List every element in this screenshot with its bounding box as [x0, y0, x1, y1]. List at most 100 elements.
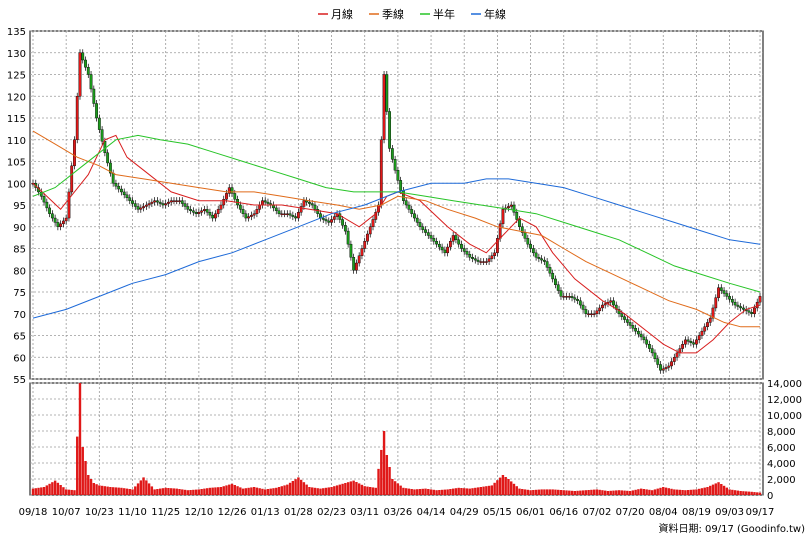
volume-bar [95, 484, 98, 495]
volume-bar [186, 490, 189, 495]
candle-body [81, 52, 85, 61]
volume-bar [131, 489, 134, 495]
price-tick-label: 85 [13, 245, 26, 256]
candle-body [313, 204, 317, 210]
candle-body [393, 159, 397, 171]
candle-body [150, 201, 154, 204]
x-tick-label: 06/01 [516, 507, 545, 518]
candle-body [758, 296, 762, 303]
volume-bar [429, 489, 433, 495]
candle-body [567, 296, 571, 298]
candle-body [634, 328, 638, 332]
volume-bar [670, 488, 673, 495]
volume-bar [346, 482, 350, 495]
x-tick-label: 11/25 [151, 507, 180, 518]
candle-body [595, 310, 599, 314]
candle-body [542, 259, 546, 262]
candle-body [706, 322, 709, 328]
volume-bar [308, 487, 311, 495]
x-tick-label: 02/23 [317, 507, 346, 518]
volume-bar [739, 491, 742, 495]
x-tick-label: 03/26 [383, 507, 412, 518]
candle-body [755, 301, 759, 309]
candle-body [53, 217, 57, 223]
candle-body [473, 258, 477, 261]
volume-bar [62, 487, 65, 495]
candle-body [531, 248, 535, 254]
candle-body [559, 290, 563, 297]
volume-bar [87, 475, 90, 495]
volume-bar [269, 488, 272, 495]
candle-body [194, 212, 198, 214]
volume-bar [728, 489, 731, 495]
volume-bar [468, 488, 471, 495]
volume-bar [40, 487, 43, 495]
candle-body [161, 203, 165, 206]
volume-bar [349, 481, 353, 495]
volume-bar [117, 487, 120, 495]
candle-body [249, 214, 253, 217]
candle-body [415, 217, 419, 223]
candle-body [366, 233, 369, 242]
candle-body [515, 212, 519, 220]
volume-tick-label: 8,000 [767, 427, 796, 438]
volume-bar [84, 461, 87, 495]
candle-body [200, 210, 204, 213]
volume-bar [236, 486, 239, 495]
volume-bar [203, 488, 206, 495]
candle-body [661, 368, 665, 371]
candle-body [556, 284, 560, 291]
volume-bar [675, 489, 679, 495]
volume-bar [653, 489, 657, 495]
candle-body [385, 74, 389, 112]
candle-body [294, 216, 298, 219]
volume-bar [667, 488, 670, 495]
candle-body [695, 339, 698, 345]
volume-bar [228, 484, 231, 495]
candle-body [62, 220, 65, 225]
volume-bar [316, 488, 319, 495]
x-tick-label: 09/18 [19, 507, 48, 518]
volume-bar [573, 491, 576, 495]
volume-bar [626, 490, 629, 495]
volume-bar [620, 490, 623, 495]
volume-bar [639, 488, 643, 495]
candle-body [321, 217, 325, 220]
candle-body [208, 212, 212, 216]
candle-body [520, 226, 524, 233]
volume-tick-label: 14,000 [767, 379, 802, 390]
candle-body [562, 296, 566, 298]
volume-bar [427, 489, 430, 495]
volume-bar [252, 487, 256, 495]
volume-bar [374, 487, 377, 495]
volume-bar [402, 487, 405, 495]
x-tick-label: 04/29 [450, 507, 479, 518]
candle-body [512, 204, 516, 213]
candle-body [683, 339, 687, 345]
candle-body [717, 287, 720, 298]
volume-bar [623, 490, 626, 495]
volume-bar [380, 449, 383, 495]
candle-body [446, 246, 450, 254]
volume-bar [532, 490, 535, 495]
candle-body [136, 206, 140, 210]
volume-bar [371, 487, 375, 495]
volume-bar [446, 489, 449, 495]
candle-body [222, 198, 226, 206]
candle-body [244, 213, 248, 219]
price-tick-label: 100 [7, 179, 26, 190]
price-tick-label: 125 [7, 71, 26, 82]
volume-bar [656, 488, 659, 495]
volume-bar [648, 489, 651, 495]
x-tick-label: 01/13 [251, 507, 280, 518]
candle-body [664, 367, 668, 370]
volume-bar [714, 483, 717, 495]
candle-body [730, 299, 734, 303]
candle-body [131, 200, 134, 204]
candle-body [509, 204, 513, 207]
candle-body [175, 200, 179, 202]
candle-body [407, 204, 411, 210]
candle-body [576, 299, 579, 301]
volume-bar [266, 489, 270, 495]
volume-bar [543, 489, 546, 495]
